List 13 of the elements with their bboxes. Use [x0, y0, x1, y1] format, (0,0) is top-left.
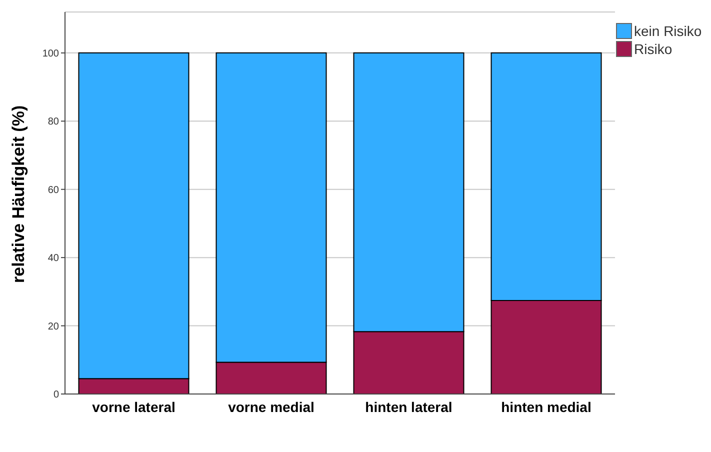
- y-axis-title: relative Häufigkeit (%): [9, 105, 28, 283]
- y-tick-label: 60: [48, 184, 60, 196]
- x-tick-label: vorne medial: [228, 398, 314, 415]
- legend-label: Risiko: [633, 40, 674, 58]
- y-tick-label: 80: [48, 116, 60, 128]
- x-tick-label: vorne lateral: [92, 398, 176, 415]
- text: kein Risiko: [633, 22, 703, 40]
- x-tick-label: hinten medial: [501, 398, 592, 415]
- y-tick-label: 100: [42, 48, 60, 60]
- x-tick-label: hinten lateral: [365, 398, 452, 415]
- y-tick-label: 20: [48, 321, 60, 332]
- y-tick-label: 0: [53, 390, 60, 401]
- y-tick-label: 40: [48, 253, 60, 264]
